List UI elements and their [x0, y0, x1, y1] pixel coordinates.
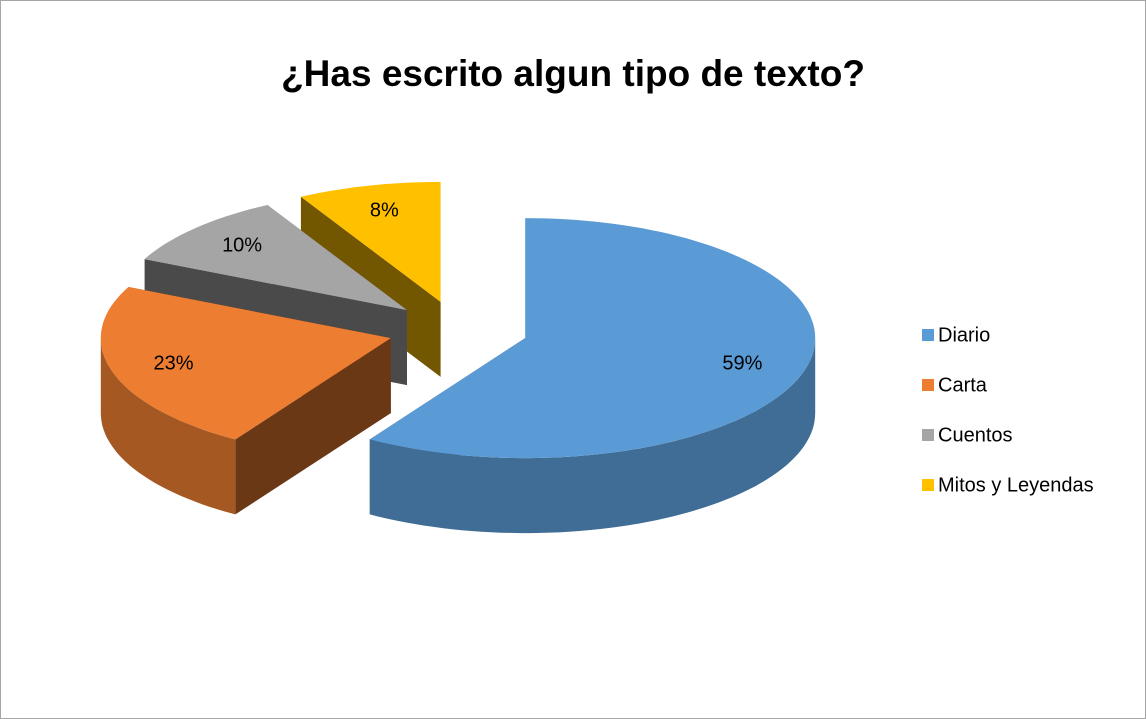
slice: [144, 205, 407, 311]
legend-swatch: [922, 429, 934, 441]
data-label: 8%: [370, 200, 399, 222]
data-label: 10%: [222, 234, 262, 256]
legend-label: Cuentos: [938, 424, 1013, 446]
data-label: 23%: [154, 352, 194, 374]
data-label: 59%: [722, 352, 762, 374]
slice: [100, 287, 391, 440]
pie: 59% 23% 10% 8%: [100, 181, 816, 534]
legend-label: Mitos y Leyendas: [938, 474, 1094, 496]
chart-title: ¿Has escrito algun tipo de texto?: [281, 53, 865, 94]
legend-label: Carta: [938, 374, 988, 396]
slice: [369, 218, 816, 459]
legend-swatch: [922, 479, 934, 491]
legend-swatch: [922, 379, 934, 391]
slice: [300, 181, 441, 302]
legend: Diario Carta Cuentos Mitos y Leyendas: [922, 324, 1094, 496]
legend-label: Diario: [938, 324, 990, 346]
legend-swatch: [922, 329, 934, 341]
slice-wall: [369, 338, 816, 534]
slice-wall: [100, 338, 236, 515]
